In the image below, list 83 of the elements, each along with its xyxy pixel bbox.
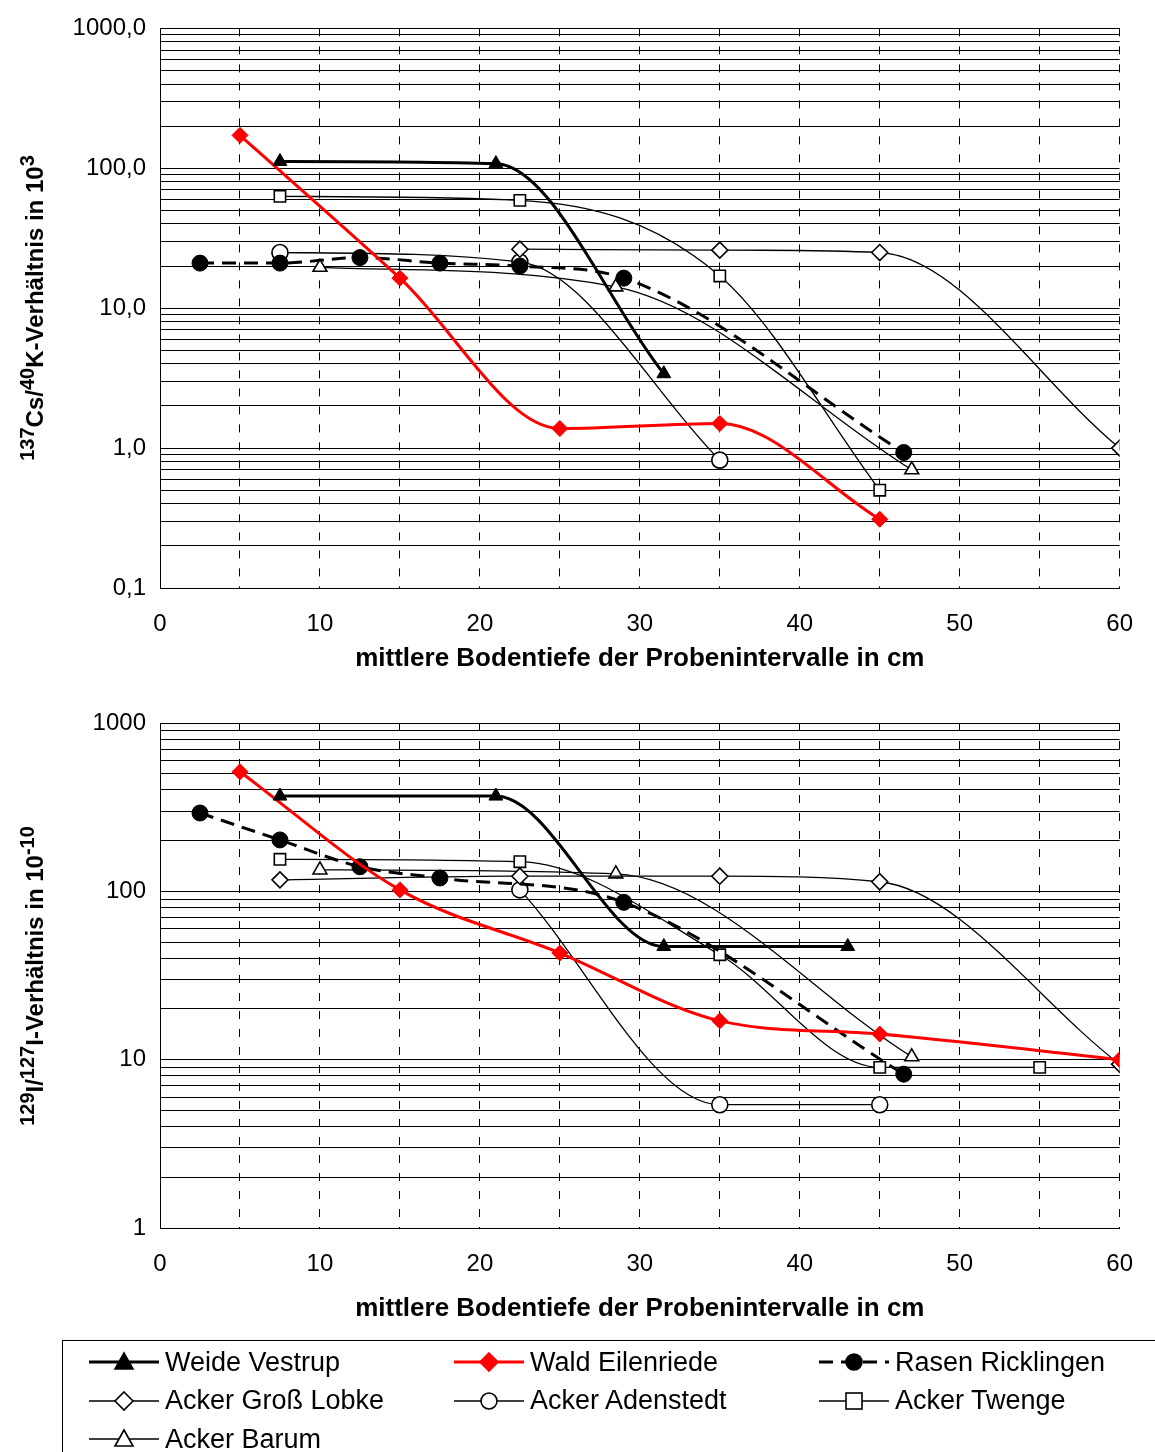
x-tick-label: 30 xyxy=(626,609,654,637)
x-tick-label: 20 xyxy=(466,1249,494,1277)
y-tick-label: 10,0 xyxy=(99,292,146,320)
point xyxy=(711,1012,729,1030)
x-tick-label: 10 xyxy=(306,1249,334,1277)
y-tick-label: 1000 xyxy=(92,707,146,735)
point xyxy=(873,483,887,497)
legend-label: Weide Vestrup xyxy=(165,1346,341,1378)
point xyxy=(656,938,672,952)
legend-label: Rasen Ricklingen xyxy=(895,1346,1106,1378)
point xyxy=(511,867,529,885)
point xyxy=(551,944,569,962)
point xyxy=(870,1095,889,1114)
x-tick-label: 30 xyxy=(626,1249,654,1277)
point xyxy=(711,1095,729,1114)
point xyxy=(272,787,288,801)
point xyxy=(312,861,328,875)
point xyxy=(431,254,449,272)
y-tick-label: 100 xyxy=(105,875,146,903)
point xyxy=(391,269,409,287)
point xyxy=(488,787,504,801)
point xyxy=(895,444,913,462)
point xyxy=(191,804,209,822)
point xyxy=(312,258,328,273)
x-tick-label: 20 xyxy=(466,609,494,637)
point xyxy=(615,269,633,287)
y-tick-label: 1,0 xyxy=(112,432,146,460)
y-tick-label: 10 xyxy=(119,1044,146,1072)
legend-label: Acker Barum xyxy=(165,1423,322,1452)
point xyxy=(231,763,249,781)
point xyxy=(871,1025,889,1043)
x-axis-title: mittlere Bodentiefe der Probenintervalle in cm xyxy=(355,1291,925,1322)
point xyxy=(713,948,727,962)
point xyxy=(873,1060,887,1074)
legend-label: Acker Adenstedt xyxy=(530,1385,727,1417)
point xyxy=(488,155,504,169)
point xyxy=(656,365,672,379)
point xyxy=(272,152,288,166)
x-tick-label: 50 xyxy=(946,1249,974,1277)
point xyxy=(513,855,527,869)
point xyxy=(871,510,889,528)
point xyxy=(511,240,529,259)
point xyxy=(711,414,729,432)
point xyxy=(271,831,289,849)
x-axis-title: mittlere Bodentiefe der Probenintervalle in cm xyxy=(355,641,925,672)
point xyxy=(615,893,633,911)
point xyxy=(271,871,289,889)
x-tick-label: 50 xyxy=(946,609,974,637)
point xyxy=(711,241,729,259)
y-tick-label: 0,1 xyxy=(112,572,146,600)
y-tick-label: 100,0 xyxy=(85,152,146,180)
x-tick-label: 40 xyxy=(786,1249,814,1277)
point xyxy=(271,254,289,272)
legend-label: Wald Eilenriede xyxy=(530,1346,719,1378)
y-tick-label: 1 xyxy=(132,1212,146,1240)
point xyxy=(840,938,856,952)
point xyxy=(870,243,889,262)
legend-label: Acker Groß Lobke xyxy=(165,1385,385,1417)
x-tick-label: 40 xyxy=(786,609,814,637)
point xyxy=(191,254,209,272)
point xyxy=(511,257,529,275)
point xyxy=(713,269,727,283)
point xyxy=(513,193,527,207)
point xyxy=(273,189,287,203)
point xyxy=(351,249,369,267)
point xyxy=(231,126,249,144)
point xyxy=(904,1048,920,1062)
point xyxy=(431,869,449,887)
point xyxy=(870,872,889,891)
x-tick-label: 60 xyxy=(1106,609,1133,637)
point xyxy=(711,451,729,469)
x-tick-label: 0 xyxy=(153,1249,167,1277)
point xyxy=(711,867,729,885)
x-tick-label: 10 xyxy=(306,609,334,637)
y-tick-label: 1000,0 xyxy=(72,13,146,41)
point xyxy=(895,1065,913,1083)
point xyxy=(551,420,569,438)
legend-label: Acker Twenge xyxy=(895,1385,1066,1417)
point xyxy=(391,881,409,899)
point xyxy=(273,852,287,866)
x-tick-label: 0 xyxy=(153,609,167,637)
x-tick-label: 60 xyxy=(1106,1249,1133,1277)
point xyxy=(1033,1060,1047,1074)
